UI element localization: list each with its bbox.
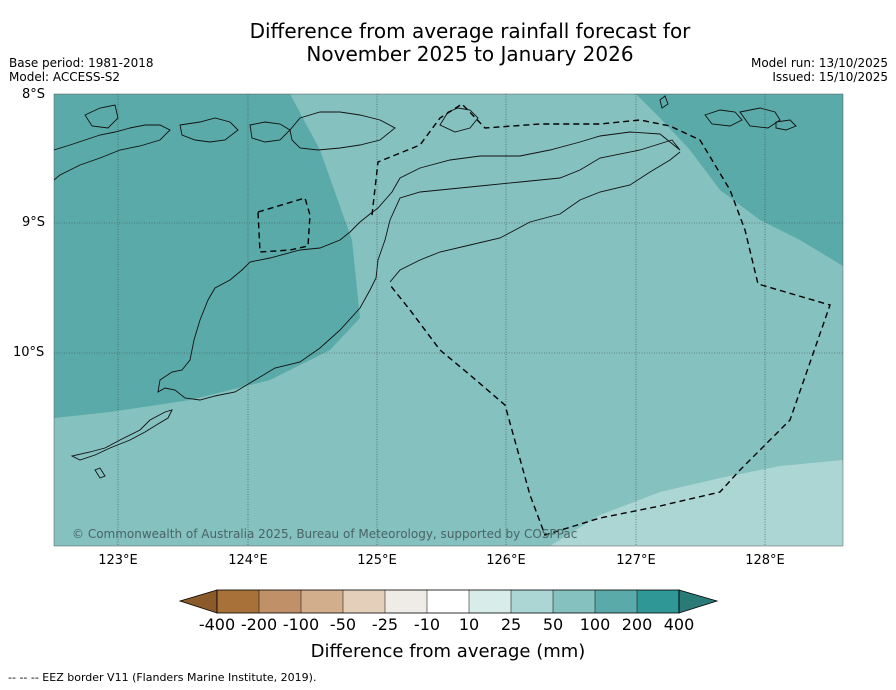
colorbar-extend-low bbox=[178, 589, 218, 614]
colorbar-tick: 50 bbox=[542, 615, 564, 634]
colorbar-tick: -200 bbox=[240, 615, 278, 634]
colorbar bbox=[178, 589, 719, 614]
lat-label: 8°S bbox=[22, 87, 46, 102]
lon-label: 124°E bbox=[228, 553, 268, 568]
meta-left: Base period: 1981-2018 Model: ACCESS-S2 bbox=[9, 56, 154, 84]
eez-footnote: -- -- -- EEZ border V11 (Flanders Marine… bbox=[8, 671, 317, 684]
base-period: Base period: 1981-2018 bbox=[9, 56, 154, 70]
region-25-50-southeast bbox=[550, 460, 843, 546]
colorbar-tick: 10 bbox=[458, 615, 480, 634]
map-area bbox=[54, 94, 843, 546]
issued-date: Issued: 15/10/2025 bbox=[772, 70, 888, 84]
colorbar-tick: -50 bbox=[329, 615, 357, 634]
colorbar-bin bbox=[343, 590, 385, 613]
colorbar-bin bbox=[469, 590, 511, 613]
map-frame bbox=[53, 93, 844, 547]
lat-label: 10°S bbox=[13, 345, 45, 360]
colorbar-extend-high bbox=[678, 589, 719, 614]
lon-label: 123°E bbox=[98, 553, 138, 568]
model-name: Model: ACCESS-S2 bbox=[9, 70, 121, 84]
colorbar-bin bbox=[595, 590, 637, 613]
meta-right: Model run: 13/10/2025 Issued: 15/10/2025 bbox=[751, 56, 888, 84]
lon-label: 126°E bbox=[486, 553, 526, 568]
grid-lines bbox=[54, 94, 843, 546]
colorbar-tick: 25 bbox=[500, 615, 522, 634]
chart-title: Difference from average rainfall forecas… bbox=[0, 20, 896, 66]
colorbar-tick: 400 bbox=[663, 615, 695, 634]
colorbar-tick: -10 bbox=[413, 615, 441, 634]
lon-label: 128°E bbox=[745, 553, 785, 568]
copyright-notice: © Commonwealth of Australia 2025, Bureau… bbox=[72, 527, 578, 541]
colorbar-bin bbox=[217, 590, 259, 613]
coastlines bbox=[54, 95, 797, 479]
colorbar-tick: -100 bbox=[282, 615, 320, 634]
colorbar-outline bbox=[216, 589, 680, 614]
colorbar-bin bbox=[385, 590, 427, 613]
lat-label: 9°S bbox=[22, 215, 46, 230]
lon-label: 127°E bbox=[616, 553, 656, 568]
colorbar-bin bbox=[427, 590, 469, 613]
colorbar-tick: -25 bbox=[371, 615, 399, 634]
colorbar-bin bbox=[259, 590, 301, 613]
region-100-200-northeast bbox=[636, 94, 843, 266]
title-line-2: November 2025 to January 2026 bbox=[306, 42, 634, 66]
title-line-1: Difference from average rainfall forecas… bbox=[249, 19, 691, 43]
colorbar-bin bbox=[553, 590, 595, 613]
colorbar-title: Difference from average (mm) bbox=[310, 641, 586, 662]
model-run: Model run: 13/10/2025 bbox=[750, 56, 888, 70]
colorbar-tick: 100 bbox=[579, 615, 611, 634]
colorbar-bin bbox=[511, 590, 553, 613]
colorbar-tick: 200 bbox=[621, 615, 653, 634]
colorbar-tick: -400 bbox=[198, 615, 236, 634]
colorbar-bin bbox=[301, 590, 343, 613]
colorbar-bin bbox=[637, 590, 679, 613]
region-100-200-west bbox=[54, 94, 360, 418]
lon-label: 125°E bbox=[357, 553, 397, 568]
